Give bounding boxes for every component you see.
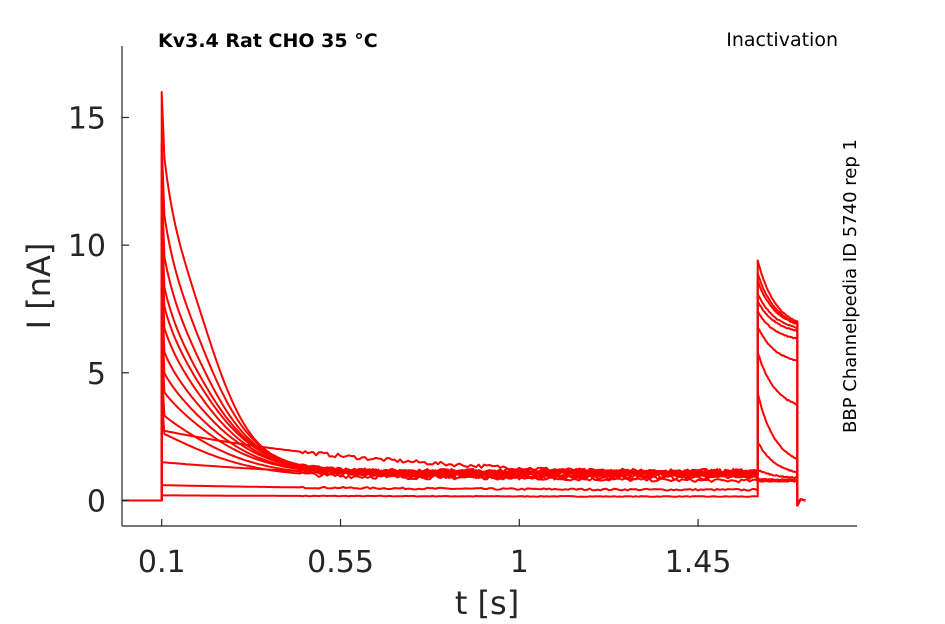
y-ticks: 0 5 10 15 <box>68 101 129 519</box>
trace-line <box>122 429 806 507</box>
y-tick-label: 5 <box>87 357 106 392</box>
x-axis-label: t [s] <box>455 584 519 622</box>
trace-line <box>122 366 806 507</box>
x-tick-label: 0.55 <box>307 545 374 580</box>
x-ticks: 0.1 0.55 1 1.45 <box>138 519 732 580</box>
trace-line <box>122 180 806 507</box>
x-tick-label: 1.45 <box>665 545 732 580</box>
y-tick-label: 0 <box>87 484 106 519</box>
x-tick-label: 1 <box>510 545 529 580</box>
y-tick-label: 10 <box>68 229 106 264</box>
traces <box>122 91 806 507</box>
trace-line <box>122 461 806 507</box>
corner-label: Inactivation <box>726 29 838 51</box>
y-axis-label: I [nA] <box>20 243 58 330</box>
trace-line <box>122 478 806 507</box>
trace-line <box>122 231 806 507</box>
chart-title: Kv3.4 Rat CHO 35 °C <box>158 30 378 52</box>
trace-line <box>122 211 806 507</box>
x-tick-label: 0.1 <box>138 545 186 580</box>
y-tick-label: 15 <box>68 101 106 136</box>
side-label: BBP Channelpedia ID 5740 rep 1 <box>840 139 861 433</box>
trace-line <box>122 479 806 507</box>
trace-line <box>122 91 806 507</box>
